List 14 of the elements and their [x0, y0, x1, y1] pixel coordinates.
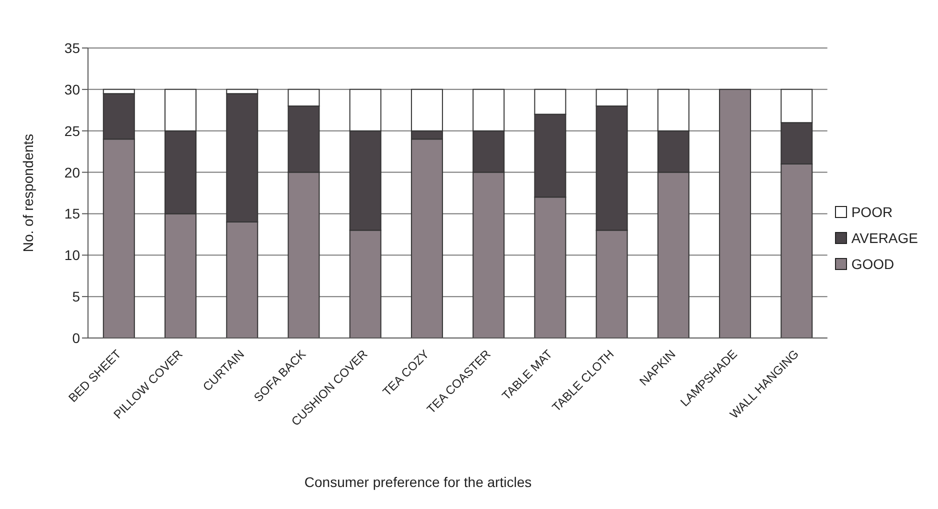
bar	[719, 88, 752, 338]
y-tick-label: 15	[64, 206, 80, 222]
legend-label: GOOD	[851, 256, 894, 272]
y-tick-label: 5	[72, 288, 80, 305]
y-tick-label: 20	[64, 164, 80, 180]
text: POOR	[851, 204, 893, 220]
y-tick-label: 10	[64, 247, 80, 264]
y-tick-label: 30	[64, 81, 80, 98]
y-tick-label: 25	[64, 122, 80, 139]
y-tick-label: 0	[72, 330, 80, 346]
legend-label: AVERAGE	[851, 230, 918, 246]
y-axis-title: No. of respondents	[20, 134, 36, 252]
y-tick-label: 35	[64, 40, 80, 56]
x-axis-title: Consumer preference for the articles	[303, 474, 533, 490]
